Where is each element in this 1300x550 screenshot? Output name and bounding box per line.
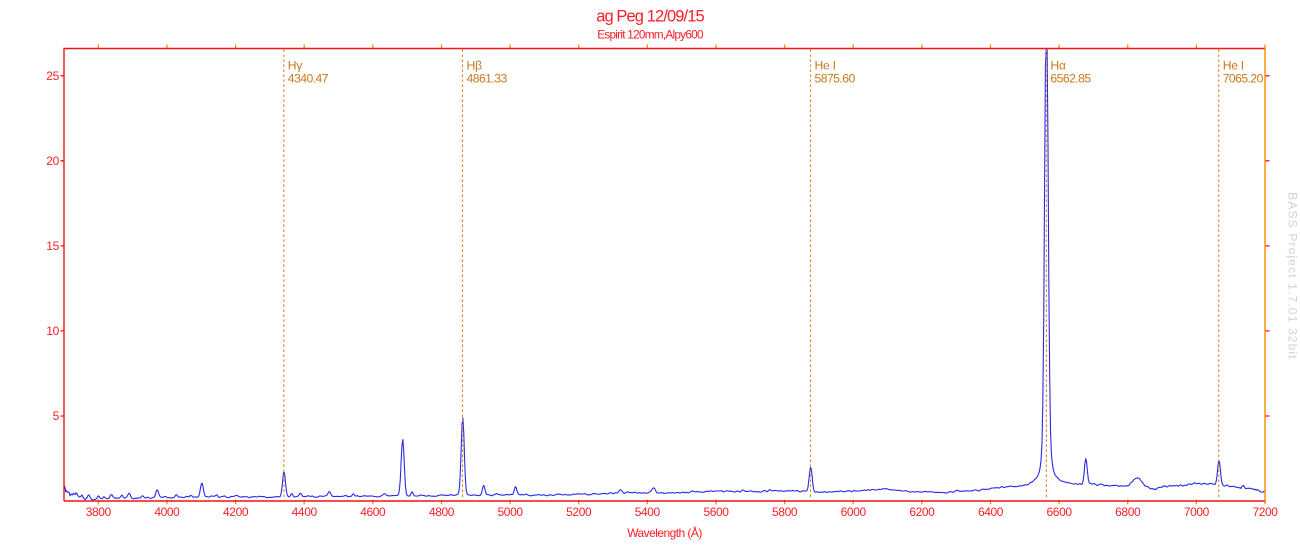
svg-text:5: 5 bbox=[53, 409, 60, 423]
svg-text:He I: He I bbox=[815, 59, 836, 73]
svg-text:4000: 4000 bbox=[154, 505, 180, 519]
svg-text:7000: 7000 bbox=[1184, 505, 1210, 519]
svg-text:BASS Project 1.7.01 32bit: BASS Project 1.7.01 32bit bbox=[1286, 192, 1300, 360]
svg-text:6600: 6600 bbox=[1047, 505, 1073, 519]
svg-text:10: 10 bbox=[46, 324, 59, 338]
svg-text:4340.47: 4340.47 bbox=[288, 72, 329, 86]
svg-text:4861.33: 4861.33 bbox=[467, 72, 508, 86]
svg-text:Espirit 120mm,Alpy600: Espirit 120mm,Alpy600 bbox=[597, 28, 704, 42]
svg-text:Wavelength (Å): Wavelength (Å) bbox=[627, 525, 702, 540]
svg-text:20: 20 bbox=[46, 154, 59, 168]
svg-text:6562.85: 6562.85 bbox=[1050, 72, 1091, 86]
svg-text:Hγ: Hγ bbox=[288, 59, 304, 73]
svg-text:3800: 3800 bbox=[86, 505, 112, 519]
svg-text:5200: 5200 bbox=[566, 505, 592, 519]
svg-text:4200: 4200 bbox=[223, 505, 249, 519]
svg-text:6800: 6800 bbox=[1115, 505, 1141, 519]
svg-text:6200: 6200 bbox=[909, 505, 935, 519]
svg-text:ag Peg 12/09/15: ag Peg 12/09/15 bbox=[596, 8, 704, 26]
svg-text:4600: 4600 bbox=[360, 505, 386, 519]
svg-text:5875.60: 5875.60 bbox=[815, 72, 856, 86]
svg-text:6400: 6400 bbox=[978, 505, 1004, 519]
svg-text:5400: 5400 bbox=[635, 505, 661, 519]
svg-text:15: 15 bbox=[46, 239, 59, 253]
svg-text:4800: 4800 bbox=[429, 505, 455, 519]
svg-text:5000: 5000 bbox=[498, 505, 524, 519]
svg-text:Hα: Hα bbox=[1050, 59, 1066, 73]
svg-text:4400: 4400 bbox=[292, 505, 318, 519]
svg-text:6000: 6000 bbox=[841, 505, 867, 519]
svg-text:7200: 7200 bbox=[1252, 505, 1278, 519]
svg-text:7065.20: 7065.20 bbox=[1223, 72, 1264, 86]
svg-text:25: 25 bbox=[46, 69, 59, 83]
svg-text:5800: 5800 bbox=[772, 505, 798, 519]
svg-text:Hβ: Hβ bbox=[467, 59, 483, 73]
svg-text:He I: He I bbox=[1223, 59, 1244, 73]
svg-text:5600: 5600 bbox=[703, 505, 729, 519]
